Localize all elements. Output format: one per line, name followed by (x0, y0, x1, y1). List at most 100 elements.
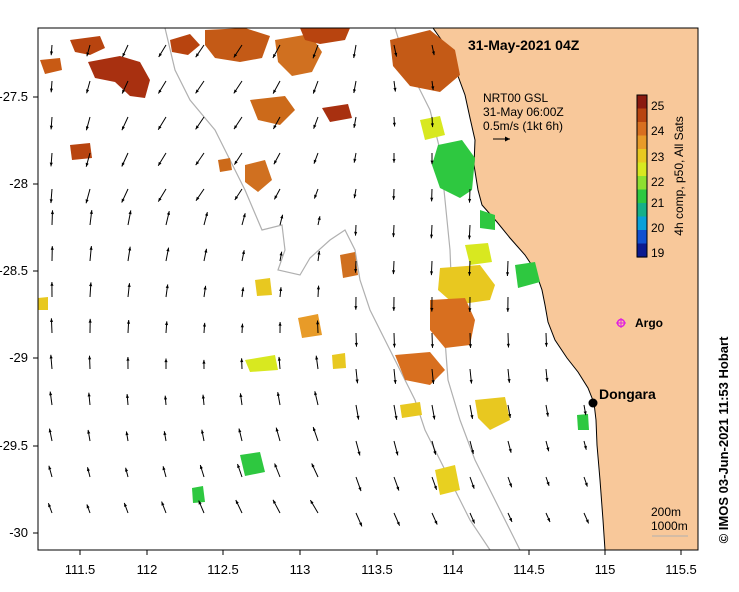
current-vector-head (161, 501, 165, 506)
colorbar-swatch (637, 135, 647, 150)
current-vector-head (547, 518, 550, 522)
plot-frame (37, 27, 699, 551)
current-vector-head (430, 197, 434, 202)
current-vector-head (394, 415, 398, 420)
current-vector-head (237, 464, 241, 468)
current-vector-head (313, 89, 316, 94)
colorbar-swatch (637, 108, 647, 123)
current-vector-head (471, 519, 475, 524)
current-vector-head (124, 502, 127, 507)
current-vector-head (48, 503, 52, 508)
current-vector-head (158, 89, 162, 94)
current-vector-head (430, 271, 434, 276)
current-vector-head (471, 450, 474, 454)
current-vector-head (164, 358, 168, 363)
current-vector-head (313, 124, 317, 129)
current-vector-head (358, 487, 362, 492)
current-vector-head (241, 250, 245, 255)
current-vector-head (50, 246, 54, 250)
current-vector-head (353, 158, 357, 163)
x-tick-label: 111.5 (65, 562, 96, 577)
current-vector-head (434, 520, 438, 525)
current-vector-head (357, 451, 361, 456)
current-vector-head (546, 447, 550, 452)
colorbar-swatches (637, 95, 647, 258)
current-vector-head (354, 269, 358, 273)
current-vector-head (48, 465, 52, 470)
x-tick-label: 113.5 (361, 562, 393, 577)
current-vector-head (431, 86, 435, 91)
x-axis: 111.5 112 112.5 113 113.5 114 114.5 115 … (65, 550, 697, 577)
current-legend-line2: 31-May 06:00Z (483, 105, 564, 119)
current-vector-head (353, 124, 357, 128)
current-vector-head (433, 450, 437, 455)
current-vector-head (89, 282, 93, 287)
colorbar-tick: 19 (651, 246, 665, 260)
colorbar-swatch (637, 162, 647, 177)
colorbar-swatch (637, 203, 647, 218)
x-tick-label: 113 (290, 562, 311, 577)
current-vector-head (127, 283, 131, 287)
current-vector-head (274, 195, 278, 200)
current-vector-head (314, 194, 318, 199)
current-vector-head (121, 198, 125, 203)
current-legend-line3: 0.5m/s (1kt 6h) (483, 119, 563, 133)
current-vector-head (508, 448, 512, 453)
current-vector-head (396, 521, 400, 526)
x-tick-label: 112.5 (207, 562, 239, 577)
current-vector-head (471, 484, 475, 489)
current-vector-head (273, 499, 277, 504)
current-vector-head (49, 354, 53, 359)
current-vector-head (313, 159, 317, 164)
current-vector-head (272, 54, 277, 58)
x-tick-label: 115 (595, 562, 616, 577)
current-vector-head (165, 321, 169, 326)
y-axis: -27.5 -28 -28.5 -29 -29.5 -30 (0, 89, 38, 540)
current-vector-head (195, 89, 199, 94)
current-vector-head (545, 377, 549, 382)
current-vector-head (392, 343, 396, 348)
current-vector-head (585, 519, 589, 524)
dongara-marker-icon (588, 398, 598, 408)
current-vector-head (467, 235, 471, 240)
current-vector-head (506, 343, 510, 348)
current-vector-head (49, 125, 53, 130)
current-vector-head (125, 394, 129, 398)
current-vector-head (121, 126, 125, 131)
current-vector-head (241, 287, 245, 292)
current-vector-head (87, 429, 91, 434)
current-vector-head (279, 287, 283, 291)
credit-text: © IMOS 03-Jun-2021 11:53 Hobart (716, 336, 731, 543)
x-tick-label: 112 (137, 562, 158, 577)
current-vector-head (394, 52, 398, 57)
current-vector-head (316, 320, 320, 325)
current-vector-head (158, 197, 162, 202)
current-vector-head (312, 54, 316, 59)
current-vector-head (354, 342, 358, 347)
current-vector-head (202, 359, 206, 364)
current-vector-head (509, 517, 512, 522)
isobath-label-200m: 200m (651, 505, 681, 519)
colorbar-frame (636, 94, 648, 258)
current-vector-head (583, 411, 587, 416)
current-vector-head (162, 466, 166, 471)
current-vector-head (163, 431, 167, 436)
colorbar-swatch (637, 243, 647, 258)
current-vector-head (273, 125, 277, 129)
current-vector-head (88, 318, 92, 323)
colorbar-tick: 20 (651, 221, 665, 235)
current-vector-head (392, 159, 396, 163)
current-vector-head (199, 465, 203, 469)
current-legend: NRT00 GSL 31-May 06:00Z 0.5m/s (1kt 6h) (483, 91, 564, 142)
current-vector-head (509, 483, 512, 488)
colorbar-tick: 24 (651, 124, 665, 138)
current-vector-head (240, 323, 244, 328)
current-vector-head (165, 284, 169, 289)
y-tick-label: -29 (9, 350, 28, 365)
current-vector-head (87, 392, 91, 397)
current-vector-head (468, 198, 472, 203)
current-vector-head (128, 246, 132, 251)
isobath-label-1000m: 1000m (651, 519, 688, 533)
current-vector-head (353, 194, 357, 199)
